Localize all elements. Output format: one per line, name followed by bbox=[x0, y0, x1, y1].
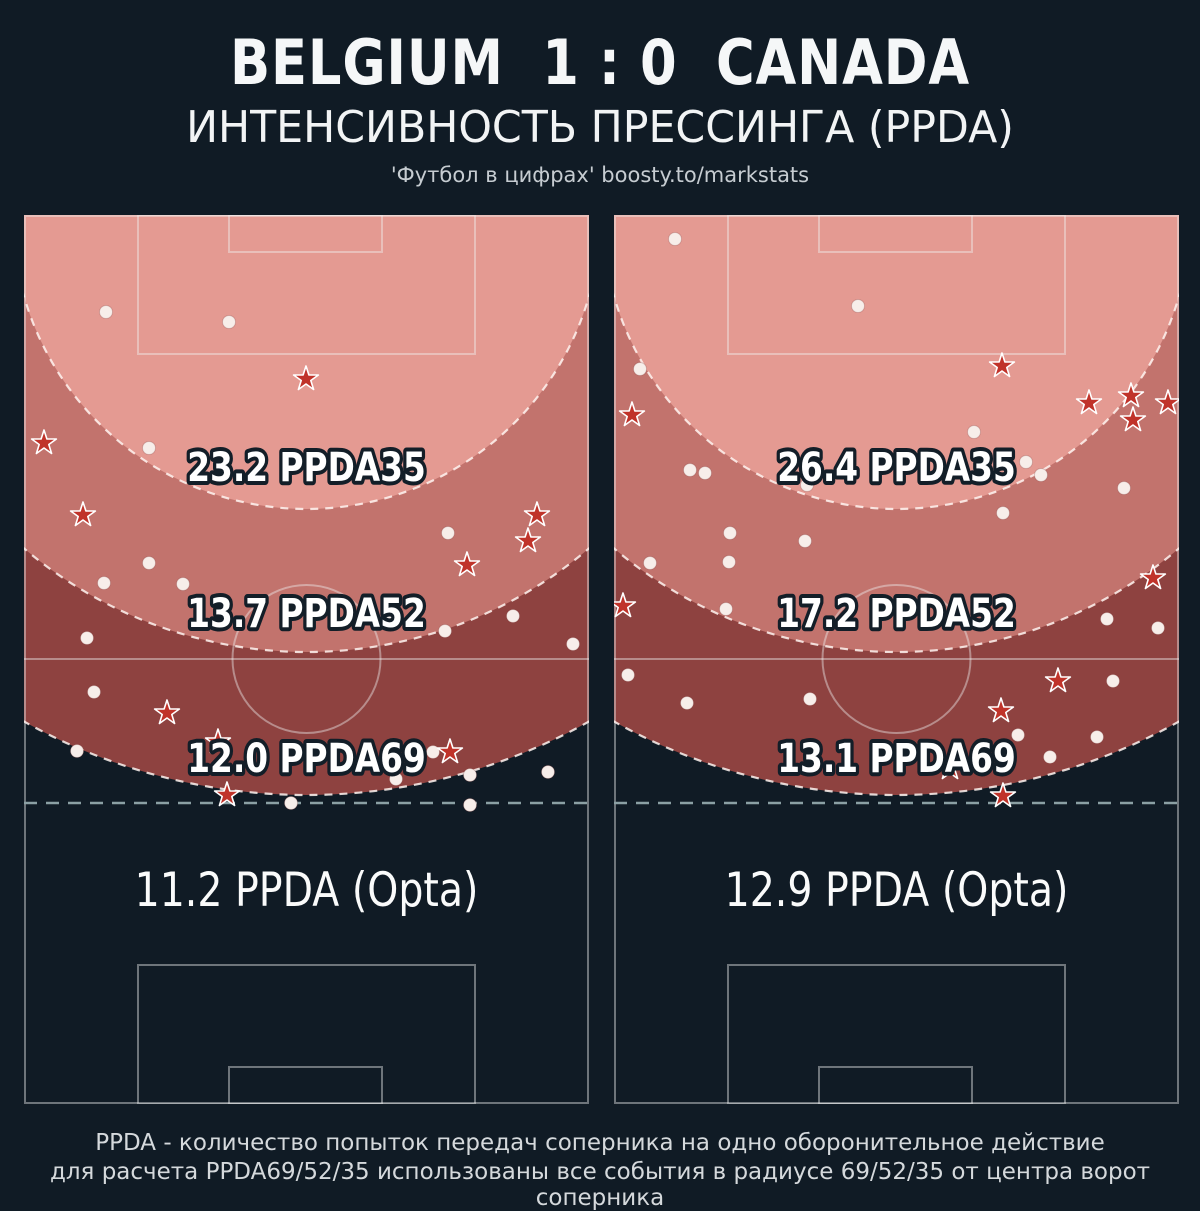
match-title: BELGIUM 1 : 0 CANADA bbox=[230, 26, 970, 99]
defensive-action-dot bbox=[426, 745, 440, 759]
footnote-line-1: PPDA - количество попыток передач соперн… bbox=[95, 1130, 1105, 1156]
zone-label-ppda69: 12.0 PPDA69 bbox=[187, 735, 426, 782]
defensive-action-dot bbox=[798, 534, 812, 548]
zone-ppda35 bbox=[614, 215, 1179, 509]
defensive-action-dot bbox=[70, 744, 84, 758]
page-subtitle: ИНТЕНСИВНОСТЬ ПРЕССИНГА (PPDA) bbox=[186, 102, 1014, 153]
ppda-opta-label: 12.9 PPDA (Opta) bbox=[725, 864, 1069, 918]
star-action-marker bbox=[292, 365, 320, 391]
star-action-marker bbox=[453, 551, 481, 577]
penalty-box-top bbox=[137, 215, 476, 355]
pitch-canada: 26.4 PPDA35 17.2 PPDA52 13.1 PPDA69 12.9 PP… bbox=[614, 215, 1179, 1104]
defensive-action-dot bbox=[566, 637, 580, 651]
defensive-action-dot bbox=[506, 609, 520, 623]
pitch-belgium: 23.2 PPDA35 13.7 PPDA52 12.0 PPDA69 11.2 PP… bbox=[24, 215, 589, 1104]
defensive-action-dot bbox=[621, 668, 635, 682]
star-action-marker bbox=[989, 782, 1017, 808]
defensive-action-dot bbox=[683, 463, 697, 477]
defensive-action-dot bbox=[541, 765, 555, 779]
defensive-action-dot bbox=[80, 631, 94, 645]
defensive-action-dot bbox=[176, 577, 190, 591]
defensive-action-dot bbox=[1019, 455, 1033, 469]
goal-box-bottom bbox=[818, 1066, 973, 1104]
defensive-action-dot bbox=[97, 576, 111, 590]
penalty-box-top bbox=[727, 215, 1066, 355]
star-action-marker bbox=[213, 781, 241, 807]
star-action-marker bbox=[988, 352, 1016, 378]
defensive-action-dot bbox=[633, 362, 647, 376]
goal-box-top bbox=[228, 215, 383, 253]
star-action-marker bbox=[523, 501, 551, 527]
defensive-action-dot bbox=[438, 624, 452, 638]
star-action-marker bbox=[1044, 667, 1072, 693]
penalty-box-bottom bbox=[137, 964, 476, 1104]
penalty-box-bottom bbox=[727, 964, 1066, 1104]
zone-label-ppda52: 13.7 PPDA52 bbox=[187, 590, 426, 637]
star-action-marker bbox=[1119, 406, 1147, 432]
defensive-action-dot bbox=[142, 556, 156, 570]
defensive-action-dot bbox=[723, 526, 737, 540]
star-action-marker bbox=[30, 429, 58, 455]
defensive-action-dot bbox=[851, 299, 865, 313]
football-pitch-svg-belgium: 23.2 PPDA35 13.7 PPDA52 12.0 PPDA69 11.2 PP… bbox=[24, 215, 589, 1104]
defensive-action-dot bbox=[87, 685, 101, 699]
star-action-marker bbox=[436, 738, 464, 764]
defensive-action-dot bbox=[1034, 468, 1048, 482]
pitch-border bbox=[24, 215, 589, 1104]
defensive-action-dot bbox=[800, 478, 814, 492]
goal-box-top bbox=[818, 215, 973, 253]
goal-box-bottom bbox=[228, 1066, 383, 1104]
defensive-action-dot bbox=[1011, 728, 1025, 742]
defensive-action-dot bbox=[142, 441, 156, 455]
defensive-action-dot bbox=[698, 466, 712, 480]
defensive-action-dot bbox=[967, 425, 981, 439]
star-action-marker bbox=[153, 699, 181, 725]
defensive-action-dot bbox=[99, 305, 113, 319]
defensive-action-dot bbox=[1043, 750, 1057, 764]
defensive-action-dot bbox=[381, 611, 395, 625]
star-action-marker bbox=[618, 401, 646, 427]
football-pitch-svg-canada: 26.4 PPDA35 17.2 PPDA52 13.1 PPDA69 12.9 PP… bbox=[614, 215, 1179, 1104]
pitch-border bbox=[614, 215, 1179, 1104]
defensive-action-dot bbox=[1090, 730, 1104, 744]
star-action-marker bbox=[1154, 389, 1179, 415]
star-action-marker bbox=[1117, 382, 1145, 408]
defensive-action-dot bbox=[803, 692, 817, 706]
star-action-marker bbox=[514, 527, 542, 553]
defensive-action-dot bbox=[1151, 621, 1165, 635]
star-action-marker bbox=[614, 592, 637, 618]
defensive-action-dot bbox=[463, 768, 477, 782]
defensive-action-dot bbox=[441, 526, 455, 540]
defensive-action-dot bbox=[1106, 674, 1120, 688]
star-action-marker bbox=[69, 501, 97, 527]
zone-label-ppda52: 17.2 PPDA52 bbox=[777, 590, 1016, 637]
star-action-marker bbox=[936, 754, 964, 780]
defensive-action-dot bbox=[722, 555, 736, 569]
defensive-action-dot bbox=[389, 772, 403, 786]
defensive-action-dot bbox=[680, 696, 694, 710]
defensive-action-dot bbox=[1117, 481, 1131, 495]
defensive-action-dot bbox=[643, 556, 657, 570]
zone-label-ppda35: 23.2 PPDA35 bbox=[187, 444, 426, 491]
center-circle bbox=[821, 584, 972, 734]
star-action-marker bbox=[204, 728, 232, 754]
defensive-action-dot bbox=[222, 315, 236, 329]
zone-label-ppda35: 26.4 PPDA35 bbox=[777, 444, 1016, 491]
center-circle bbox=[231, 584, 382, 734]
ppda-opta-label: 11.2 PPDA (Opta) bbox=[135, 864, 479, 918]
defensive-action-dot bbox=[996, 506, 1010, 520]
defensive-action-dot bbox=[463, 798, 477, 812]
defensive-action-dot bbox=[719, 602, 733, 616]
defensive-action-dot bbox=[668, 232, 682, 246]
zone-label-ppda69: 13.1 PPDA69 bbox=[777, 735, 1016, 782]
star-action-marker bbox=[1139, 564, 1167, 590]
star-action-marker bbox=[987, 697, 1015, 723]
defensive-action-dot bbox=[1100, 612, 1114, 626]
zone-ppda35 bbox=[24, 215, 589, 509]
author-credit: 'Футбол в цифрах' boosty.to/markstats bbox=[390, 163, 810, 187]
defensive-action-dot bbox=[284, 796, 298, 810]
star-action-marker bbox=[1075, 389, 1103, 415]
footnote-line-2: для расчета PPDA69/52/35 использованы вс… bbox=[49, 1159, 1151, 1211]
